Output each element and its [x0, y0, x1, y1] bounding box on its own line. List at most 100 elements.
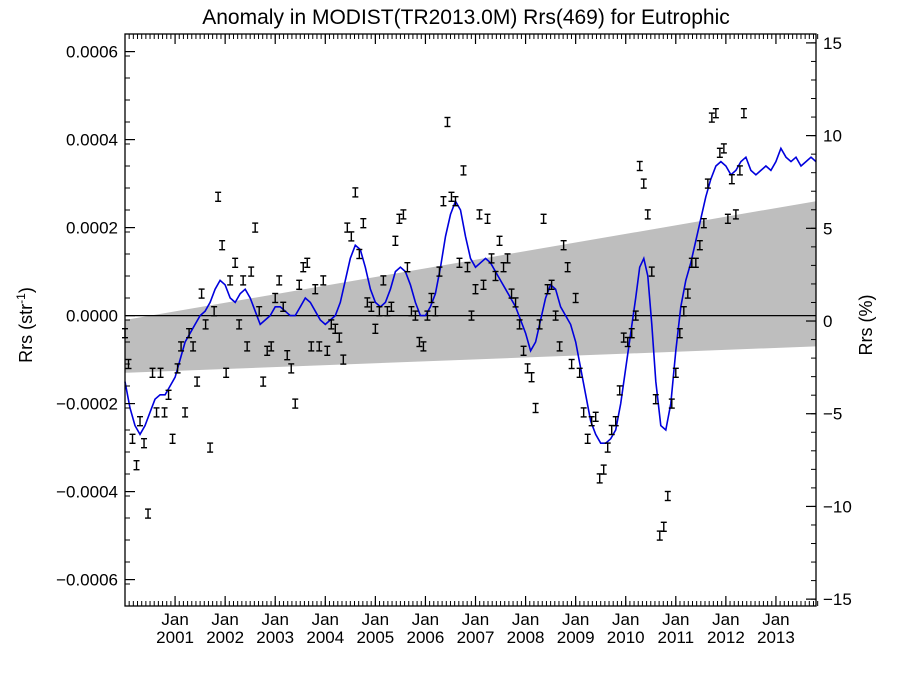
- x-tick-month-label: Jan: [562, 610, 589, 629]
- data-point: [596, 473, 603, 484]
- data-point: [336, 332, 343, 343]
- data-point: [456, 257, 463, 268]
- data-point: [444, 116, 451, 128]
- x-tick-month-label: Jan: [312, 610, 339, 629]
- data-point: [656, 530, 663, 541]
- y-left-tick-label: 0.0004: [66, 131, 118, 150]
- y-right-tick-label: 0: [823, 312, 832, 331]
- data-point: [720, 143, 727, 154]
- data-point: [129, 433, 136, 444]
- data-point: [392, 235, 399, 247]
- data-point: [540, 213, 547, 225]
- data-point: [472, 284, 479, 295]
- y-left-tick-label: 0.0002: [66, 219, 118, 238]
- data-point: [692, 257, 699, 268]
- x-tick-year-label: 2011: [658, 628, 695, 647]
- data-point: [169, 433, 176, 444]
- data-point: [684, 288, 691, 299]
- data-point: [548, 279, 555, 290]
- data-point: [516, 319, 523, 330]
- data-point: [248, 266, 255, 277]
- data-point: [492, 270, 499, 282]
- data-point: [420, 341, 427, 352]
- data-point: [544, 284, 551, 295]
- trend-uncertainty-band: [125, 201, 816, 373]
- data-point: [504, 253, 511, 264]
- data-point: [149, 367, 156, 378]
- data-point: [157, 367, 164, 378]
- data-point: [572, 292, 579, 304]
- data-point: [202, 319, 209, 330]
- y-left-tick-label: 0.0000: [66, 307, 118, 326]
- data-point: [468, 310, 475, 321]
- data-point: [640, 178, 647, 189]
- data-point: [364, 297, 371, 308]
- chart-title: Anomaly in MODIST(TR2013.0M) Rrs(469) fo…: [202, 6, 730, 29]
- data-point: [356, 248, 363, 260]
- data-point: [368, 301, 375, 312]
- data-point: [260, 376, 267, 387]
- x-tick-year-label: 2004: [306, 628, 344, 647]
- x-tick-month-label: Jan: [362, 610, 389, 629]
- data-point: [161, 407, 168, 418]
- y-right-tick-label: −5: [823, 405, 842, 424]
- data-point: [620, 332, 627, 343]
- data-point: [528, 372, 535, 383]
- data-point: [292, 398, 299, 409]
- data-point: [316, 341, 323, 352]
- data-point: [604, 442, 611, 453]
- data-point: [244, 341, 251, 352]
- data-point: [165, 389, 172, 400]
- data-point: [700, 217, 707, 229]
- data-point: [532, 402, 539, 414]
- data-point: [484, 213, 491, 225]
- data-point: [240, 275, 247, 286]
- y-left-tick-label: −0.0006: [56, 571, 118, 590]
- x-tick-month-label: Jan: [612, 610, 639, 629]
- y-axis-left-title: Rrs (str-1): [14, 287, 36, 363]
- data-point: [340, 354, 347, 365]
- data-point: [448, 191, 455, 203]
- x-tick-year-label: 2007: [457, 628, 495, 647]
- data-point: [404, 262, 411, 273]
- data-point: [182, 407, 189, 418]
- x-tick-year-label: 2010: [607, 628, 645, 647]
- x-tick-month-label: Jan: [262, 610, 289, 629]
- data-point: [432, 306, 439, 317]
- data-point: [328, 319, 335, 330]
- x-tick-month-label: Jan: [412, 610, 439, 629]
- data-point: [384, 306, 391, 317]
- data-point: [348, 231, 355, 242]
- smoothed-anomaly-line: [124, 146, 817, 444]
- x-tick-year-label: 2006: [407, 628, 445, 647]
- x-tick-year-label: 2009: [557, 628, 595, 647]
- data-point: [219, 239, 226, 251]
- data-point: [496, 235, 503, 247]
- data-point: [704, 178, 711, 189]
- data-point: [227, 275, 234, 286]
- y-left-tick-label: 0.0006: [66, 43, 118, 62]
- x-tick-month-label: Jan: [762, 610, 789, 629]
- data-point: [524, 363, 531, 374]
- x-tick-year-label: 2002: [206, 628, 244, 647]
- plot-area: −0.0006 −0.0004 −0.0002 0.0000 0.0002 0.0004 0…: [56, 33, 852, 647]
- data-point: [236, 319, 243, 330]
- data-point: [460, 165, 467, 176]
- data-point: [588, 416, 595, 427]
- data-point: [223, 367, 230, 378]
- data-point: [304, 257, 311, 268]
- data-point: [141, 438, 148, 449]
- data-point: [600, 464, 607, 475]
- y-right-tick-label: 10: [823, 127, 842, 146]
- y-right-tick-label: −10: [823, 497, 852, 516]
- x-tick-year-label: 2008: [507, 628, 545, 647]
- data-point: [644, 209, 651, 220]
- data-point: [186, 328, 193, 339]
- data-point: [256, 306, 263, 317]
- data-point: [376, 306, 383, 317]
- data-point: [676, 328, 683, 339]
- y-left-tick-label: −0.0002: [56, 395, 118, 414]
- data-point: [636, 160, 643, 172]
- data-point: [284, 350, 291, 361]
- data-point: [732, 209, 739, 220]
